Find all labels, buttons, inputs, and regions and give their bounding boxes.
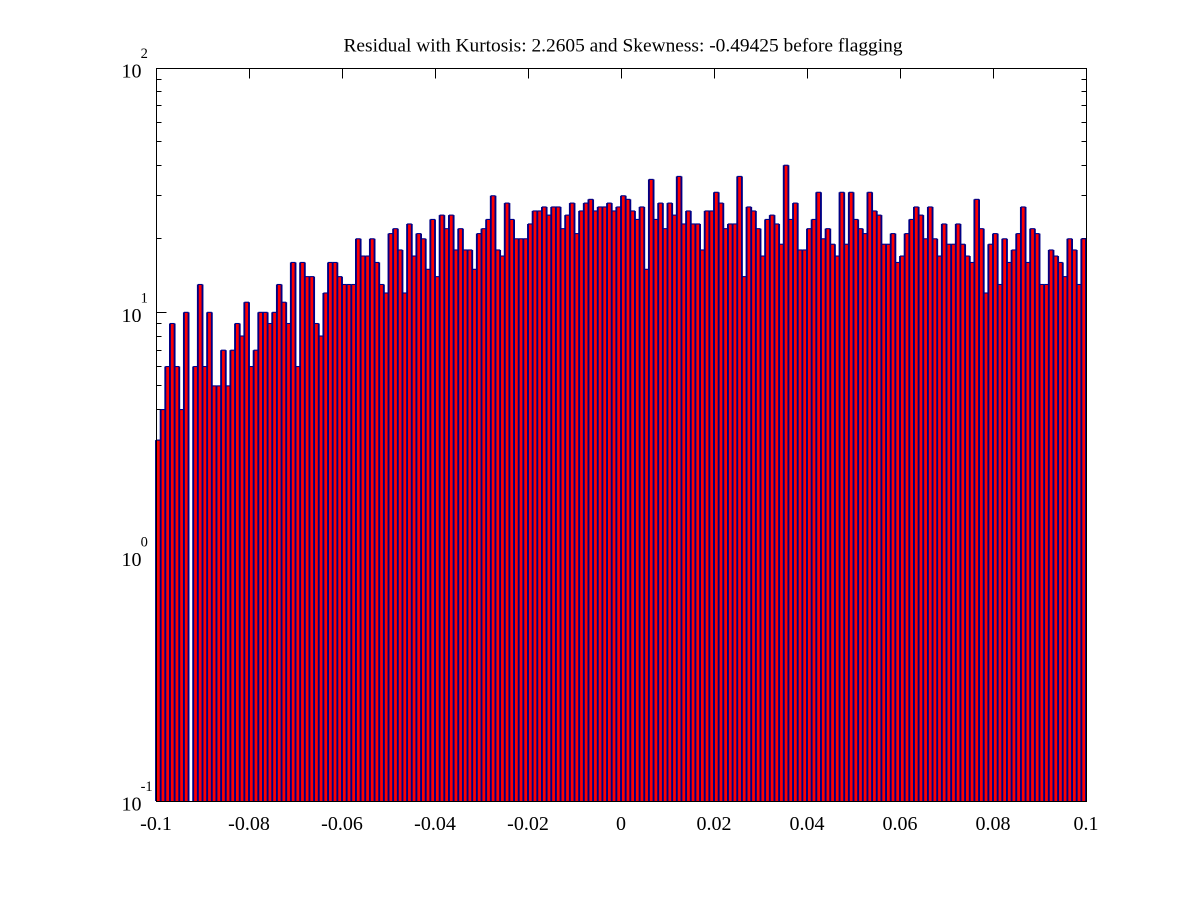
- svg-text:10: 10: [122, 794, 142, 816]
- svg-text:-0.04: -0.04: [414, 813, 456, 835]
- svg-text:0: 0: [616, 813, 626, 835]
- svg-text:-0.08: -0.08: [228, 813, 270, 835]
- svg-text:0.04: 0.04: [790, 813, 825, 835]
- svg-text:-0.1: -0.1: [140, 813, 172, 835]
- svg-text:-1: -1: [141, 779, 153, 795]
- svg-text:0.06: 0.06: [883, 813, 918, 835]
- svg-text:-0.06: -0.06: [321, 813, 363, 835]
- svg-text:0.02: 0.02: [697, 813, 732, 835]
- svg-text:1: 1: [141, 290, 148, 306]
- svg-text:10: 10: [122, 549, 142, 571]
- svg-text:0: 0: [141, 535, 148, 551]
- svg-text:10: 10: [122, 305, 142, 327]
- svg-text:Residual with Kurtosis: 2.2605: Residual with Kurtosis: 2.2605 and Skewn…: [343, 35, 902, 56]
- svg-text:2: 2: [141, 46, 148, 62]
- svg-text:-0.02: -0.02: [507, 813, 549, 835]
- svg-text:0.08: 0.08: [976, 813, 1011, 835]
- svg-text:0.1: 0.1: [1074, 813, 1099, 835]
- svg-text:10: 10: [122, 61, 142, 83]
